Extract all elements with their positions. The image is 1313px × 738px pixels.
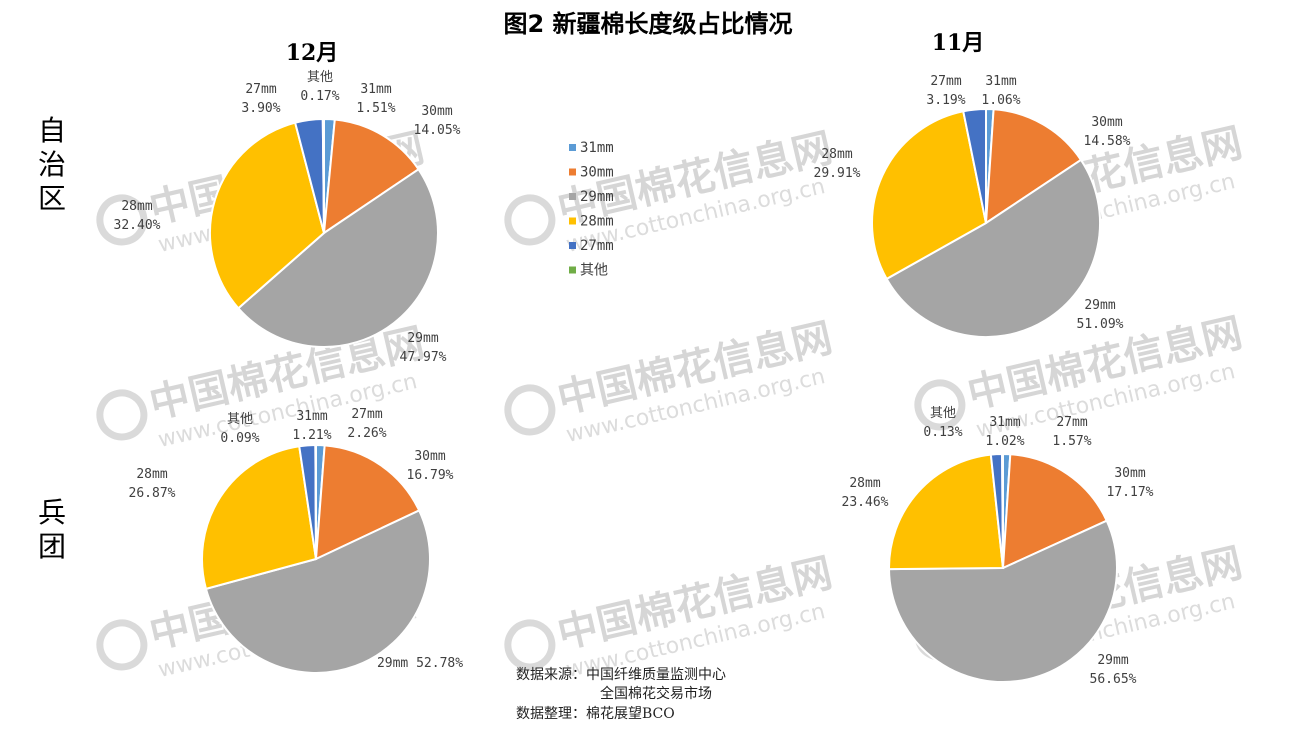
pie-slice-other	[314, 443, 317, 560]
watermark-logo	[96, 194, 148, 246]
pie-slice-30mm	[1001, 453, 1109, 570]
pie-slice-other	[1001, 452, 1004, 569]
pie-slice-other	[321, 117, 325, 234]
row-heading-corps: 兵团	[38, 496, 66, 563]
legend-label: 30mm	[580, 165, 614, 181]
data-label-30mm: 30mm 17.17%	[1107, 466, 1154, 500]
data-label-30mm: 30mm 16.79%	[407, 449, 454, 483]
data-label-31mm: 31mm 1.06%	[981, 74, 1020, 108]
watermark-logo	[96, 619, 148, 671]
pie-slice-29mm	[887, 519, 1118, 684]
legend-label: 27mm	[580, 238, 614, 254]
data-label-29mm: 29mm 52.78%	[377, 656, 463, 671]
data-label-30mm: 30mm 14.05%	[414, 104, 461, 138]
legend-swatch	[569, 193, 576, 200]
data-label-28mm: 28mm 23.46%	[842, 476, 889, 510]
pie-slice-28mm	[888, 453, 1005, 571]
pie-chart: 31mm 1.02% 30mm 17.17% 29mm 56.65% 28mm 23.46% 2…	[842, 406, 1154, 687]
pie-chart: 31mm 1.06% 30mm 14.58% 29mm 51.09% 28mm 29.91% 2…	[814, 74, 1131, 339]
data-label-27mm: 27mm 1.57%	[1052, 415, 1091, 449]
data-label-29mm: 29mm 56.65%	[1090, 653, 1137, 687]
data-label-31mm: 31mm 1.51%	[356, 82, 395, 116]
source-line-3: 数据整理：棉花展望BCO	[516, 705, 675, 722]
pie-slice-28mm	[201, 445, 318, 591]
watermark-logo	[96, 389, 148, 441]
data-label-31mm: 31mm 1.21%	[292, 409, 331, 443]
column-heading-dec: 12月	[286, 40, 339, 66]
watermark-logo	[914, 379, 966, 431]
data-label-30mm: 30mm 14.58%	[1084, 115, 1131, 149]
data-label-29mm: 29mm 47.97%	[400, 331, 447, 365]
source-line-2: 全国棉花交易市场	[600, 685, 712, 702]
data-label-29mm: 29mm 51.09%	[1077, 298, 1124, 332]
data-label-other: 其他 0.17%	[300, 70, 339, 104]
legend-label: 其他	[580, 263, 608, 279]
pie-slice-30mm	[322, 118, 420, 236]
data-label-27mm: 27mm 3.90%	[241, 82, 280, 116]
watermark-logo	[504, 619, 556, 671]
pie-slice-29mm	[885, 158, 1101, 339]
row-heading-region: 自治区	[38, 114, 66, 215]
pie-slice-28mm	[871, 110, 988, 281]
source-line-1: 数据来源：中国纤维质量监测中心	[516, 667, 726, 683]
pie-slice-29mm	[236, 167, 439, 348]
data-label-other: 其他 0.09%	[220, 412, 259, 446]
data-label-27mm: 27mm 2.26%	[347, 407, 386, 441]
legend-label: 29mm	[580, 189, 614, 205]
column-heading-nov: 11月	[932, 30, 985, 56]
data-label-31mm: 31mm 1.02%	[985, 415, 1024, 449]
legend: 31mm 30mm 29mm 28mm 27mm 其他	[569, 140, 614, 279]
watermark-logo	[504, 384, 556, 436]
data-label-28mm: 28mm 32.40%	[114, 199, 161, 233]
pie-slice-28mm	[209, 121, 326, 310]
legend-swatch	[569, 217, 576, 225]
pie-slice-29mm	[204, 509, 431, 674]
legend-swatch	[569, 168, 576, 176]
pie-chart: 31mm 1.51% 30mm 14.05% 29mm 47.97% 28mm 32.40% 2…	[114, 70, 461, 365]
legend-label: 31mm	[580, 140, 614, 156]
legend-swatch	[569, 144, 576, 151]
watermark-logo	[504, 194, 556, 246]
data-label-28mm: 28mm 26.87%	[129, 467, 176, 501]
pie-slice-27mm	[962, 107, 987, 224]
data-label-28mm: 28mm 29.91%	[814, 147, 861, 181]
pie-slice-30mm	[984, 108, 1083, 225]
pie-chart: 31mm 1.21% 30mm 16.79% 29mm 52.78% 28mm 26.87%…	[129, 407, 463, 674]
legend-swatch	[569, 266, 576, 274]
legend-swatch	[569, 242, 576, 249]
chart-title: 图2 新疆棉长度级占比情况	[503, 10, 792, 38]
legend-label: 28mm	[580, 214, 614, 230]
pie-charts: 31mm 1.51% 30mm 14.05% 29mm 47.97% 28mm 32.40% 2…	[114, 70, 1154, 687]
data-label-other: 其他 0.13%	[923, 406, 962, 440]
data-label-27mm: 27mm 3.19%	[926, 74, 965, 108]
pie-slice-30mm	[314, 444, 421, 561]
